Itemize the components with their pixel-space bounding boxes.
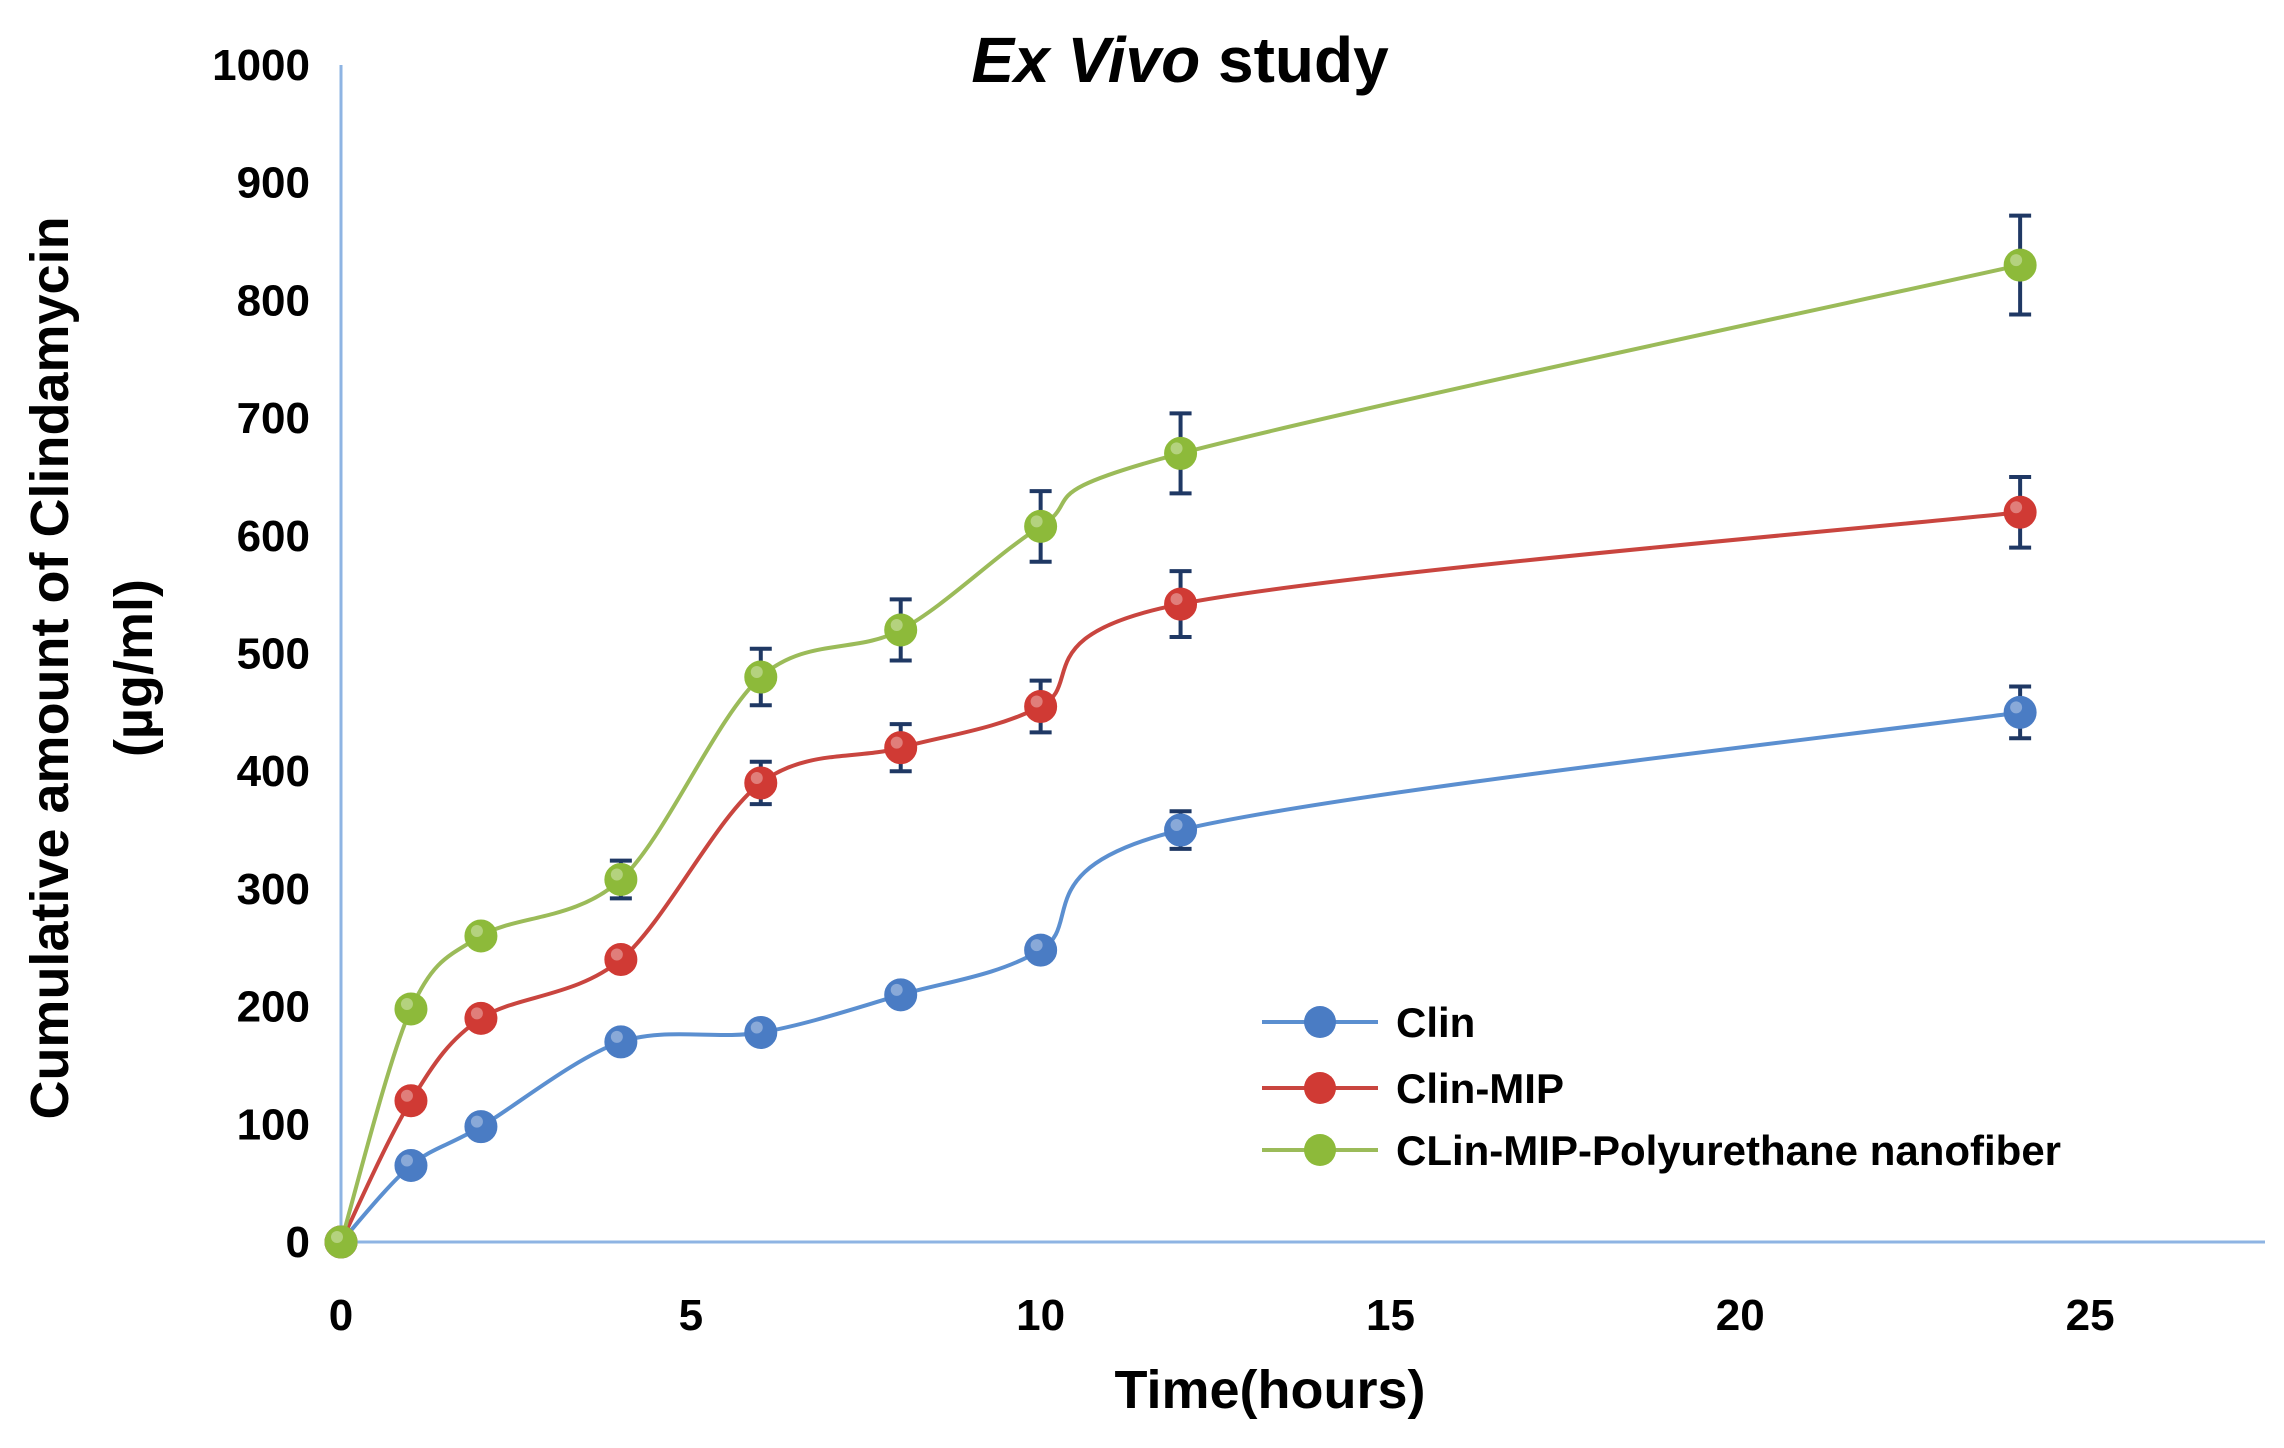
data-point-highlight <box>1170 819 1183 832</box>
data-point <box>884 613 918 647</box>
data-point-highlight <box>470 1115 483 1128</box>
data-point <box>744 1015 778 1049</box>
data-point <box>394 992 428 1026</box>
y-tick-label: 900 <box>237 159 310 208</box>
x-tick-label: 0 <box>329 1291 353 1340</box>
data-point-highlight <box>890 983 903 996</box>
data-point <box>884 978 918 1012</box>
data-point <box>604 862 638 896</box>
legend-label-nanofiber: CLin-MIP-Polyurethane nanofiber <box>1396 1127 2061 1174</box>
data-point-highlight <box>400 997 413 1010</box>
x-axis-title: Time(hours) <box>1114 1360 1425 1420</box>
y-tick-label: 600 <box>237 512 310 561</box>
data-point <box>1164 436 1198 470</box>
data-point-highlight <box>2010 701 2023 714</box>
data-point-highlight <box>2010 254 2023 267</box>
data-point-highlight <box>470 924 483 937</box>
series-layer <box>324 213 2037 1259</box>
chart-title-rest: study <box>1200 24 1389 96</box>
data-point-highlight <box>1030 515 1043 528</box>
data-point-highlight <box>470 1007 483 1020</box>
data-point-highlight <box>890 736 903 749</box>
y-tick-label: 200 <box>237 983 310 1032</box>
y-tick-labels: 0 100 200 300 400 500 600 700 800 900 10… <box>212 41 310 1267</box>
data-point <box>1164 813 1198 847</box>
data-point <box>604 943 638 977</box>
y-tick-label: 700 <box>237 394 310 443</box>
data-point-highlight <box>610 948 623 961</box>
y-tick-label: 1000 <box>212 41 310 90</box>
data-point <box>2003 248 2037 282</box>
data-point <box>394 1084 428 1118</box>
y-tick-label: 400 <box>237 747 310 796</box>
data-point <box>744 766 778 800</box>
y-tick-label: 300 <box>237 865 310 914</box>
data-point <box>1164 587 1198 621</box>
data-point-highlight <box>750 666 763 679</box>
x-tick-label: 15 <box>1366 1291 1415 1340</box>
data-point-highlight <box>1170 442 1183 455</box>
data-point <box>394 1148 428 1182</box>
y-tick-label: 500 <box>237 630 310 679</box>
legend-label-clin: Clin <box>1396 999 1475 1046</box>
x-tick-labels: 0 5 10 15 20 25 <box>329 1291 2115 1340</box>
x-tick-label: 5 <box>679 1291 703 1340</box>
y-tick-label: 800 <box>237 276 310 325</box>
y-axis-title-line1: Cumulative amount of Clindamycin <box>20 216 80 1119</box>
data-point-highlight <box>2010 501 2023 514</box>
series-clin <box>324 684 2037 1259</box>
data-point <box>324 1225 358 1259</box>
data-point-highlight <box>610 868 623 881</box>
y-axis-title-line2: (µg/ml) <box>104 579 164 757</box>
chart-title: Ex Vivo study <box>971 24 1389 96</box>
data-point <box>1024 509 1058 543</box>
data-point-highlight <box>750 1021 763 1034</box>
data-point-highlight <box>331 1231 343 1243</box>
data-point <box>1024 689 1058 723</box>
data-point <box>744 660 778 694</box>
y-tick-label: 0 <box>286 1218 310 1267</box>
data-point <box>2003 495 2037 529</box>
legend: Clin Clin-MIP CLin-MIP-Polyurethane nano… <box>1262 999 2061 1174</box>
x-tick-label: 10 <box>1016 1291 1065 1340</box>
legend-marker-nanofiber <box>1304 1134 1336 1166</box>
data-point <box>2003 695 2037 729</box>
data-point-highlight <box>610 1030 623 1043</box>
data-point-highlight <box>1030 939 1043 952</box>
x-tick-label: 25 <box>2066 1291 2115 1340</box>
data-point <box>1024 933 1058 967</box>
legend-marker-clin-mip <box>1304 1072 1336 1104</box>
data-point-highlight <box>400 1089 413 1102</box>
data-point-highlight <box>400 1154 413 1167</box>
legend-label-clin-mip: Clin-MIP <box>1396 1065 1564 1112</box>
data-point-highlight <box>1030 695 1043 708</box>
data-point <box>884 731 918 765</box>
legend-marker-clin <box>1304 1006 1336 1038</box>
series-line-clin-mip <box>339 510 2021 1243</box>
data-point <box>604 1025 638 1059</box>
series-clin-mip-polyurethane-nanofiber <box>324 213 2037 1259</box>
data-point <box>464 1001 498 1035</box>
data-point <box>464 919 498 953</box>
data-point-highlight <box>750 771 763 784</box>
series-line-clin-mip-polyurethane-nanofiber <box>339 263 2021 1243</box>
data-point-highlight <box>890 618 903 631</box>
data-point <box>464 1110 498 1144</box>
x-tick-label: 20 <box>1716 1291 1765 1340</box>
chart-title-italic: Ex Vivo <box>971 24 1200 96</box>
data-point-highlight <box>1170 593 1183 606</box>
y-tick-label: 100 <box>237 1100 310 1149</box>
